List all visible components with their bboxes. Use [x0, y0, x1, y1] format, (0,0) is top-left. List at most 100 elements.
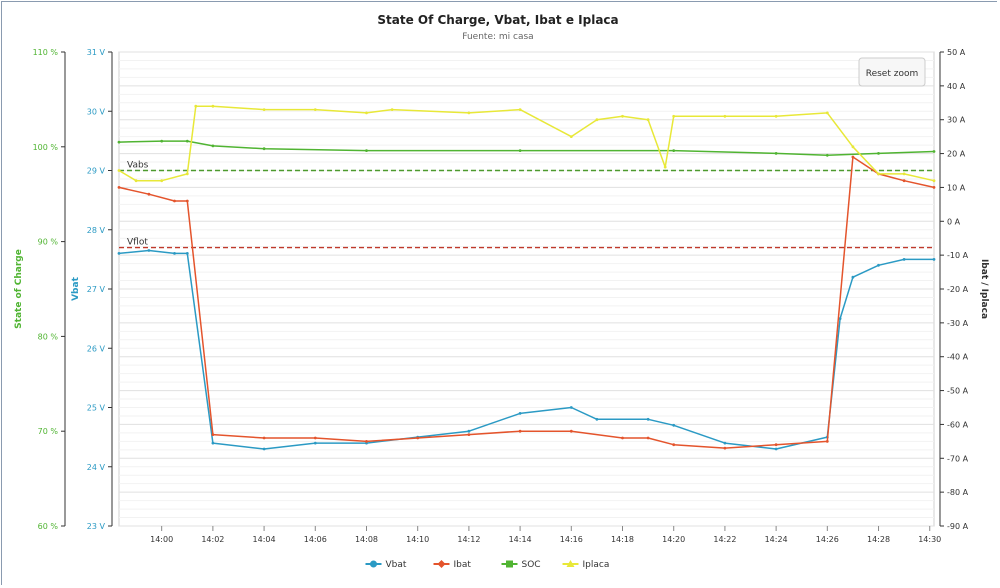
series-line-soc — [118, 140, 935, 157]
y-axis-title-soc: State of Charge — [14, 249, 24, 329]
y-tick-label-vbat: 26 V — [87, 344, 106, 353]
y-tick-label-current: -30 A — [947, 319, 969, 328]
y-tick-label-current: 50 A — [947, 48, 966, 57]
data-point-vbat — [467, 429, 471, 433]
data-point-iplaca — [902, 172, 906, 176]
legend-item-soc[interactable]: SOC — [501, 560, 541, 570]
y-tick-label-vbat: 25 V — [87, 404, 106, 413]
data-point-vbat — [518, 412, 522, 415]
data-point-iplaca — [117, 169, 121, 172]
y-tick-label-current: -80 A — [947, 488, 969, 497]
data-point-iplaca — [211, 104, 215, 108]
y-tick-label-vbat: 29 V — [87, 167, 106, 176]
y-tick-label-vbat: 24 V — [87, 463, 106, 472]
y-tick-label-current: -60 A — [947, 420, 969, 429]
data-point-ibat — [723, 446, 727, 450]
data-point-iplaca — [877, 172, 880, 176]
data-point-iplaca — [160, 179, 164, 183]
x-tick-label: 14:18 — [611, 535, 634, 544]
x-tick-label: 14:22 — [713, 535, 736, 544]
data-point-ibat — [851, 155, 855, 159]
x-tick-label: 14:14 — [509, 535, 532, 544]
y-tick-label-current: 20 A — [947, 150, 966, 159]
x-tick-label: 14:10 — [406, 535, 429, 544]
legend-marker-triangle — [566, 560, 575, 567]
y-tick-label-soc: 90 % — [38, 238, 59, 247]
data-point-soc — [185, 139, 189, 143]
data-point-iplaca — [185, 172, 189, 176]
reset-zoom-button-bg[interactable] — [858, 57, 926, 87]
data-point-vbat — [723, 441, 727, 445]
legend-marker-diamond — [437, 560, 446, 568]
y-tick-label-soc: 70 % — [38, 427, 59, 436]
data-point-vbat — [569, 406, 573, 409]
legend-item-vbat[interactable]: Vbat — [365, 560, 407, 570]
x-tick-label: 14:12 — [457, 535, 480, 544]
data-point-iplaca — [365, 111, 368, 115]
y-tick-label-soc: 80 % — [38, 332, 59, 341]
data-point-soc — [211, 144, 215, 148]
x-tick-label: 14:02 — [201, 535, 224, 544]
data-point-ibat — [173, 199, 176, 203]
data-point-vbat — [211, 441, 215, 445]
data-point-soc — [672, 149, 676, 153]
data-point-ibat — [416, 436, 420, 440]
data-point-iplaca — [390, 108, 394, 111]
x-tick-label: 14:20 — [662, 535, 685, 544]
data-point-iplaca — [134, 179, 138, 183]
y-tick-label-current: 40 A — [947, 82, 966, 91]
legend: Vbat Ibat SOC Iplaca — [365, 560, 610, 570]
reset-zoom-button[interactable]: Reset zoom — [858, 57, 926, 87]
legend-marker-circle — [370, 560, 377, 568]
data-point-vbat — [313, 441, 317, 445]
data-point-ibat — [262, 436, 266, 440]
reset-zoom-label[interactable]: Reset zoom — [866, 69, 919, 79]
data-point-vbat — [147, 249, 151, 252]
data-point-soc — [877, 152, 880, 155]
y-tick-label-vbat: 31 V — [87, 48, 106, 57]
y-tick-label-current: -20 A — [947, 285, 969, 294]
series-line-ibat — [118, 156, 935, 449]
legend-item-ibat[interactable]: Ibat — [433, 560, 472, 570]
data-point-vbat — [262, 447, 266, 451]
reference-lines: Vabs Vflot — [119, 161, 934, 249]
data-point-iplaca — [932, 179, 936, 183]
data-point-iplaca — [518, 108, 522, 111]
axes: 14:00 14:02 14:04 14:06 14:08 14:10 14:12 14:14… — [14, 48, 989, 544]
data-point-iplaca — [851, 145, 855, 149]
data-point-iplaca — [621, 114, 624, 118]
data-point-soc — [774, 152, 778, 155]
data-point-ibat — [211, 433, 215, 436]
data-point-vbat — [877, 263, 880, 267]
data-point-iplaca — [646, 118, 650, 122]
data-point-iplaca — [672, 114, 676, 118]
data-point-ibat — [774, 443, 778, 447]
y-tick-label-soc: 60 % — [38, 522, 59, 531]
data-point-ibat — [147, 192, 151, 196]
data-point-iplaca — [825, 111, 829, 115]
data-point-ibat — [902, 179, 906, 183]
data-point-vbat — [117, 252, 121, 255]
chart-title: State Of Charge, Vbat, Ibat e Iplaca — [377, 13, 618, 27]
y-tick-label-vbat: 30 V — [87, 107, 106, 116]
data-point-ibat — [672, 443, 676, 447]
data-point-ibat — [646, 436, 650, 440]
legend-marker-square — [506, 560, 513, 568]
y-tick-label-vbat: 27 V — [87, 285, 106, 294]
data-point-iplaca — [595, 118, 599, 122]
x-tick-label: 14:00 — [150, 535, 173, 544]
legend-label-iplaca: Iplaca — [583, 560, 610, 570]
data-point-vbat — [838, 317, 842, 320]
data-point-soc — [262, 147, 266, 151]
data-point-iplaca — [774, 114, 778, 118]
legend-item-iplaca[interactable]: Iplaca — [562, 560, 610, 570]
x-tick-label: 14:08 — [355, 535, 378, 544]
y-tick-label-current: -40 A — [947, 353, 969, 362]
legend-label-soc: SOC — [522, 560, 541, 570]
data-point-vbat — [774, 447, 778, 451]
data-point-vbat — [672, 423, 676, 427]
data-point-iplaca — [467, 111, 471, 115]
data-point-vbat — [646, 417, 650, 421]
